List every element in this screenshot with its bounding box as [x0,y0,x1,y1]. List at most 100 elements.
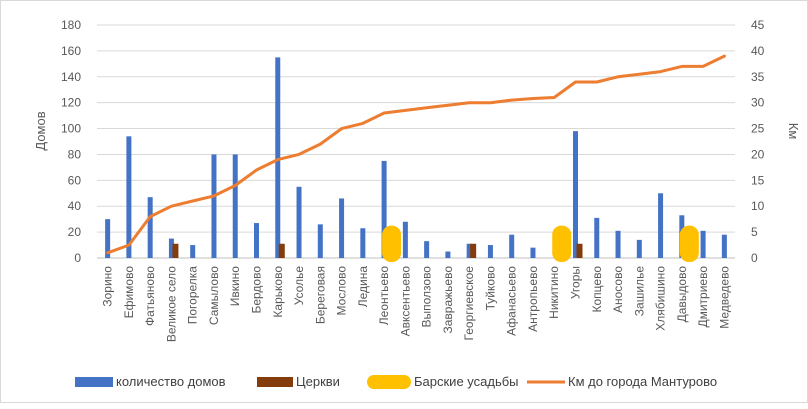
y2-tick-label: 20 [751,147,765,161]
bar-houses [615,230,621,258]
bar-houses [424,241,430,258]
legend-swatch [75,377,113,387]
bar-church [470,243,477,258]
bar-houses [509,234,515,258]
bar-houses [402,221,408,258]
y-tick-label: 180 [61,18,81,32]
bar-manor [679,225,699,262]
bar-houses [254,223,259,258]
y-tick-label: 60 [68,173,82,187]
legend-label: Церкви [296,374,340,389]
legend: количество домов Церкви Барские усадьбы Км … [75,374,717,389]
y-tick-label: 120 [61,96,81,110]
right-axis-title: Км [786,123,801,140]
y2-tick-label: 10 [751,199,765,213]
bar-manor [552,225,572,262]
x-tick-label: Медведево [717,266,731,329]
left-axis-title: Домов [33,111,48,150]
x-tick-label: Ивкино [228,266,242,307]
y-tick-label: 100 [61,122,81,136]
x-tick-label: Погорелка [186,266,200,325]
bar-series [105,57,727,262]
y2-tick-label: 25 [751,122,765,136]
y2-tick-label: 5 [751,225,758,239]
x-tick-label: Хлябишино [654,266,668,331]
bar-houses [721,234,727,258]
legend-label: количество домов [116,374,226,389]
x-tick-label: Туйково [483,266,497,311]
bar-houses [594,217,600,258]
bar-houses [530,247,536,258]
right-axis-ticks: 0 5 10 15 20 25 30 35 40 45 [751,18,765,265]
x-tick-label: Фатьяново [143,266,157,326]
gridlines [97,24,735,259]
x-tick-label: Великое село [164,266,178,342]
y-tick-label: 160 [61,44,81,58]
x-tick-label: Авксентьево [398,266,412,337]
y2-tick-label: 0 [751,251,758,265]
y-tick-label: 20 [68,225,82,239]
x-tick-label: Копцево [590,266,604,313]
x-tick-label: Зорино [101,266,115,307]
x-tick-label: Береговая [313,266,327,324]
bar-houses [573,131,578,258]
line-distance-km [106,54,726,255]
legend-swatch [257,377,293,387]
bar-houses [339,198,345,258]
bar-houses [105,219,111,258]
line-series [106,54,726,255]
bar-houses [466,243,472,258]
x-tick-label: Самылово [207,266,221,325]
x-tick-label: Антропьево [526,266,540,332]
y2-tick-label: 30 [751,96,765,110]
x-tick-label: Зашилье [632,266,646,317]
bar-houses [360,228,366,258]
category-axis-labels: Зорино Ефимово Фатьяново Великое село Погоре… [101,266,732,342]
y2-tick-label: 15 [751,173,765,187]
x-tick-label: Мослово [335,266,349,316]
bar-houses [487,245,493,258]
bar-houses [147,197,153,258]
bar-church [172,243,179,258]
x-tick-label: Никитино [547,266,561,319]
x-tick-label: Ефимово [122,266,136,319]
y-tick-label: 140 [61,70,81,84]
y-tick-label: 80 [68,147,82,161]
bar-houses [126,136,132,258]
x-tick-label: Аносово [611,266,625,313]
bar-houses [190,245,196,258]
x-tick-label: Георгиевское [462,266,476,341]
y2-tick-label: 45 [751,18,765,32]
bar-houses [211,154,217,258]
x-tick-label: Афанасьево [505,266,519,336]
x-tick-label: Давыдово [675,266,689,323]
bar-houses [232,154,238,258]
y2-tick-label: 35 [751,70,765,84]
legend-swatch [367,375,411,389]
legend-label: Барские усадьбы [414,374,519,389]
x-tick-label: Леонтьево [377,266,391,326]
bar-manor [382,225,402,262]
x-tick-label: Угоры [569,266,583,299]
bar-houses [700,230,706,258]
x-tick-label: Усолье [292,266,306,306]
x-tick-label: Завражьево [441,266,455,334]
bar-church [576,243,583,258]
x-tick-label: Карьково [271,266,285,318]
y-tick-label: 40 [68,199,82,213]
x-tick-label: Бердово [250,266,264,314]
bar-houses [168,238,174,258]
bar-houses [296,186,302,258]
bar-houses [317,224,323,258]
bar-houses [658,193,664,258]
bar-houses [636,239,642,258]
x-tick-label: Выползово [420,266,434,328]
x-tick-label: Дмитриево [696,266,710,328]
y2-tick-label: 40 [751,44,765,58]
legend-label: Км до города Мантурово [568,374,717,389]
left-axis-ticks: 0 20 40 60 80 100 120 140 160 180 [61,18,81,265]
x-tick-label: Ледина [356,266,370,308]
bar-houses [275,57,281,258]
